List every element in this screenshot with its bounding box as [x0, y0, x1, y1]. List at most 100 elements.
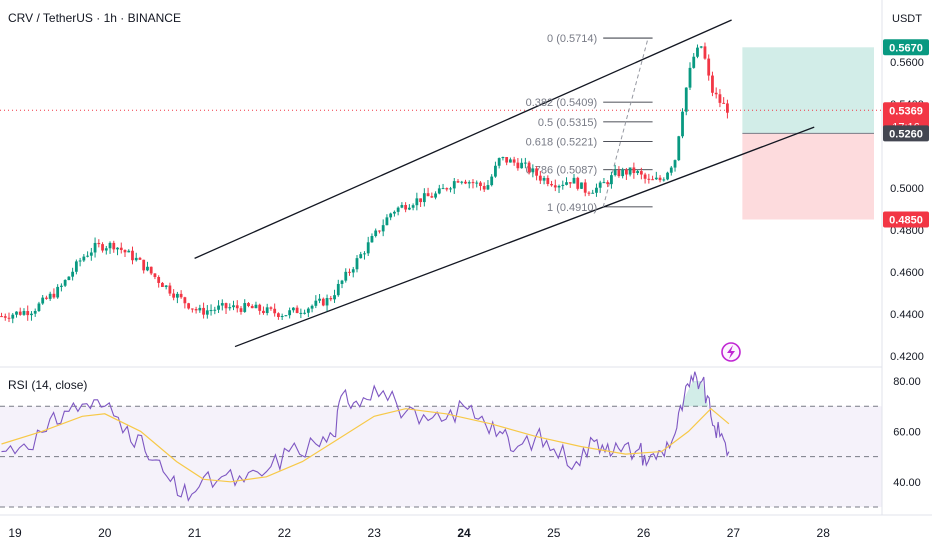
candle-body — [639, 171, 643, 175]
candle-body — [93, 242, 97, 253]
candle-body — [378, 230, 381, 232]
candle-body — [7, 317, 11, 319]
candlestick-series — [0, 42, 729, 324]
entry-price-tag — [883, 125, 929, 142]
candle-body — [381, 225, 385, 232]
candle-body — [531, 168, 535, 173]
candle-body — [722, 102, 726, 104]
candle-body — [434, 193, 437, 198]
candle-body — [621, 169, 625, 177]
candle-body — [153, 273, 157, 278]
candle-body — [217, 305, 220, 310]
candle-body — [86, 255, 89, 257]
candle-body — [475, 182, 479, 184]
price-tick-label: 0.4800 — [890, 225, 924, 237]
price-tick-label: 0.4400 — [890, 309, 924, 321]
time-axis[interactable]: 19 20 21 22 23 24 25 26 27 28 — [8, 526, 830, 540]
candle-body — [41, 297, 45, 304]
candle-body — [344, 271, 348, 281]
long-position-tool[interactable] — [742, 47, 874, 220]
candle-body — [512, 159, 516, 163]
candle-body — [479, 182, 482, 186]
candle-body — [348, 271, 351, 273]
stop-loss-zone[interactable] — [742, 133, 874, 220]
time-tick-label: 27 — [727, 526, 741, 540]
candle-body — [452, 181, 456, 189]
candle-body — [441, 188, 445, 190]
candle-body — [486, 185, 490, 190]
candle-body — [172, 293, 176, 298]
candle-body — [366, 242, 370, 254]
fib-label-0-382: 0.382 (0.5409) — [526, 97, 598, 109]
candle-body — [250, 306, 254, 309]
candle-body — [557, 185, 561, 188]
fib-label-0-786: 0.786 (0.5087) — [526, 165, 598, 177]
currency-label[interactable]: USDT — [892, 13, 922, 25]
candle-body — [471, 182, 475, 184]
candle-body — [610, 175, 613, 185]
candle-body — [104, 248, 108, 251]
candle-body — [404, 205, 408, 210]
candle-body — [247, 303, 250, 307]
candle-body — [636, 171, 640, 174]
candle-body — [116, 247, 119, 250]
candle-body — [232, 305, 235, 308]
take-profit-zone[interactable] — [742, 47, 874, 134]
candle-body — [205, 310, 209, 315]
time-tick-label: 20 — [98, 526, 112, 540]
candle-body — [370, 236, 374, 243]
candle-body — [18, 311, 22, 315]
candle-body — [501, 157, 505, 159]
symbol-title[interactable]: CRV / TetherUS · 1h · BINANCE — [8, 11, 181, 25]
candle-body — [658, 177, 662, 181]
candle-body — [677, 136, 681, 161]
candle-body — [711, 75, 714, 93]
candle-body — [490, 176, 494, 186]
rsi-tick-label: 60.00 — [893, 426, 921, 438]
candle-body — [669, 167, 673, 173]
candle-body — [11, 314, 15, 319]
candle-body — [385, 217, 389, 226]
candle-body — [606, 182, 610, 185]
candle-body — [108, 242, 112, 249]
channel-upper-line[interactable] — [194, 19, 732, 259]
candle-body — [389, 213, 393, 218]
candle-body — [48, 293, 52, 299]
rsi-indicator-label[interactable]: RSI (14, close) — [8, 378, 87, 392]
candle-body — [280, 316, 284, 318]
fibonacci-retracement[interactable]: 0 (0.5714) 0.382 (0.5409) 0.5 (0.5315) 0.61… — [526, 33, 653, 214]
candle-body — [583, 182, 587, 193]
rsi-axis-ticks[interactable]: 80.00 60.00 40.00 — [893, 376, 921, 489]
price-axis-ticks[interactable]: 0.56000.54000.50000.48000.46000.44000.42… — [890, 57, 924, 363]
candle-body — [662, 179, 666, 181]
stop-price-tag — [883, 211, 929, 228]
candle-body — [718, 94, 722, 103]
candle-body — [269, 307, 273, 309]
candle-body — [351, 269, 355, 273]
rsi-tick-label: 40.00 — [893, 477, 921, 489]
candle-body — [460, 181, 464, 183]
candle-body — [146, 266, 149, 271]
candle-body — [647, 178, 651, 180]
candle-body — [684, 87, 688, 112]
candle-body — [494, 165, 497, 177]
candle-body — [546, 177, 550, 184]
candle-body — [430, 196, 434, 198]
time-tick-label: 25 — [547, 526, 561, 540]
candle-body — [426, 193, 430, 197]
candle-body — [82, 256, 86, 261]
target-price-label: 0.5670 — [889, 42, 923, 54]
parallel-channel[interactable] — [194, 19, 815, 348]
candle-body — [183, 297, 187, 304]
candle-body — [15, 311, 18, 315]
channel-lower-line[interactable] — [234, 126, 815, 348]
lightning-icon[interactable] — [721, 342, 741, 362]
time-tick-label: 19 — [8, 526, 22, 540]
candle-body — [198, 307, 202, 311]
candle-body — [273, 308, 277, 314]
candle-body — [168, 285, 172, 294]
candle-body — [0, 316, 3, 318]
candle-body — [239, 308, 243, 312]
